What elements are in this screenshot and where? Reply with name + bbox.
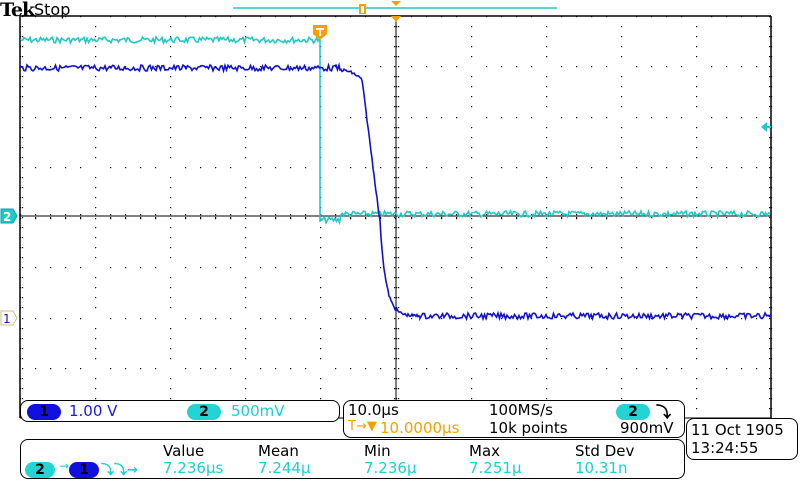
col-stddev-header: Std Dev <box>575 442 635 460</box>
ch1-ground-marker-icon: 1 <box>0 310 18 326</box>
col-min-header: Min <box>364 442 391 460</box>
meas-target-badge: 1 <box>69 462 99 478</box>
ch2-badge[interactable]: 2 <box>187 404 221 420</box>
ch1-badge[interactable]: 1 <box>27 404 61 420</box>
record-length: 10k points <box>489 419 568 437</box>
date: 11 Oct 1905 <box>691 421 784 439</box>
trigger-position-icon: T→▼ <box>348 419 377 434</box>
meas-value: 7.236µs <box>163 459 224 477</box>
trigger-level-marker-icon <box>761 122 767 132</box>
time: 13:24:55 <box>691 439 759 457</box>
timebase-readout[interactable]: 10.0µs 100MS/s 2 ⤵ T→▼ 10.0000µs 10k poi… <box>343 400 685 438</box>
graticule <box>19 15 773 420</box>
trigger-level[interactable]: 900mV <box>620 419 674 437</box>
ch1-scale[interactable]: 1.00 V <box>69 402 118 420</box>
trigger-position[interactable]: 10.0000µs <box>380 419 460 437</box>
acquisition-state[interactable]: Stop <box>34 0 71 19</box>
sample-rate: 100MS/s <box>489 401 553 419</box>
horizontal-position-icon <box>391 16 401 22</box>
horizontal-scale[interactable]: 10.0µs <box>348 401 399 419</box>
meas-source-badge: 2 <box>25 462 55 478</box>
trigger-slope-falling-icon: ⤵ <box>656 403 672 421</box>
trigger-source-badge[interactable]: 2 <box>616 404 650 420</box>
col-max-header: Max <box>469 442 501 460</box>
delay-measurement-icon: ⤵⤵→ <box>101 463 138 478</box>
col-value-header: Value <box>163 442 205 460</box>
meas-stddev: 10.31n <box>575 459 628 477</box>
record-center-marker-icon <box>391 1 401 6</box>
meas-mean: 7.244µ <box>258 459 311 477</box>
channel-readout[interactable]: 1 1.00 V 2 500mV <box>20 400 340 422</box>
measurement-readout[interactable]: 2 → 1 ⤵⤵→ Value Mean Min Max Std Dev 7.2… <box>20 439 685 479</box>
ch2-ground-marker-icon: 2 <box>0 208 18 224</box>
meas-min: 7.236µ <box>364 459 417 477</box>
trigger-position-marker-icon <box>313 25 327 40</box>
datetime-readout: 11 Oct 1905 13:24:55 <box>686 418 798 460</box>
ch2-waveform <box>20 35 771 226</box>
arrow-icon: → <box>59 459 70 473</box>
ch2-scale[interactable]: 500mV <box>231 402 285 420</box>
meas-max: 7.251µ <box>469 459 522 477</box>
svg-text:1: 1 <box>3 312 11 326</box>
ch1-waveform <box>20 62 772 322</box>
col-mean-header: Mean <box>258 442 299 460</box>
svg-text:2: 2 <box>3 210 11 224</box>
